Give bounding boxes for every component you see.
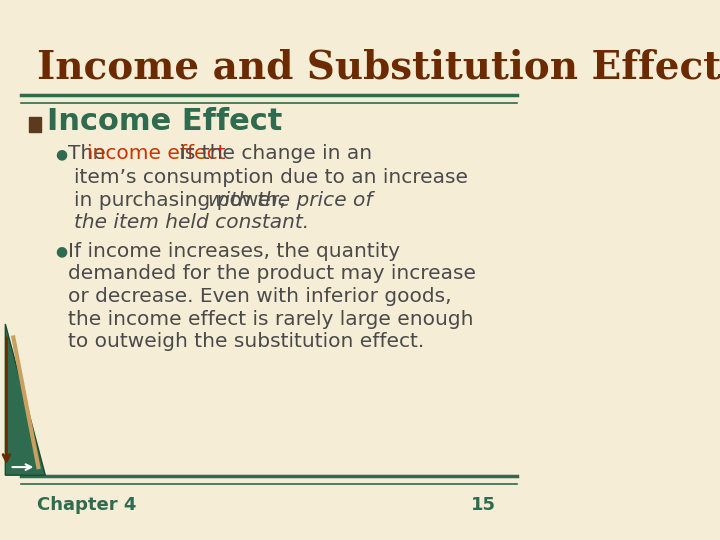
Text: to outweigh the substitution effect.: to outweigh the substitution effect. bbox=[68, 332, 424, 352]
Text: 15: 15 bbox=[471, 496, 495, 514]
Text: item’s consumption due to an increase: item’s consumption due to an increase bbox=[73, 167, 467, 187]
Text: demanded for the product may increase: demanded for the product may increase bbox=[68, 264, 476, 284]
Text: is the change in an: is the change in an bbox=[174, 144, 372, 164]
Text: The: The bbox=[68, 144, 112, 164]
Text: Income Effect: Income Effect bbox=[47, 107, 282, 136]
Text: income effect: income effect bbox=[87, 144, 225, 164]
Text: Income and Substitution Effects: Income and Substitution Effects bbox=[37, 49, 720, 86]
Text: Chapter 4: Chapter 4 bbox=[37, 496, 137, 514]
Bar bbox=[30, 117, 41, 132]
Text: If income increases, the quantity: If income increases, the quantity bbox=[68, 241, 400, 261]
Text: in purchasing power,: in purchasing power, bbox=[73, 191, 292, 210]
Text: the item held constant.: the item held constant. bbox=[73, 213, 309, 232]
Text: with the price of: with the price of bbox=[208, 191, 372, 210]
Polygon shape bbox=[5, 324, 45, 475]
Text: the income effect is rarely large enough: the income effect is rarely large enough bbox=[68, 309, 473, 329]
Text: or decrease. Even with inferior goods,: or decrease. Even with inferior goods, bbox=[68, 287, 451, 306]
Text: ●: ● bbox=[55, 147, 68, 161]
Text: ●: ● bbox=[55, 244, 68, 258]
